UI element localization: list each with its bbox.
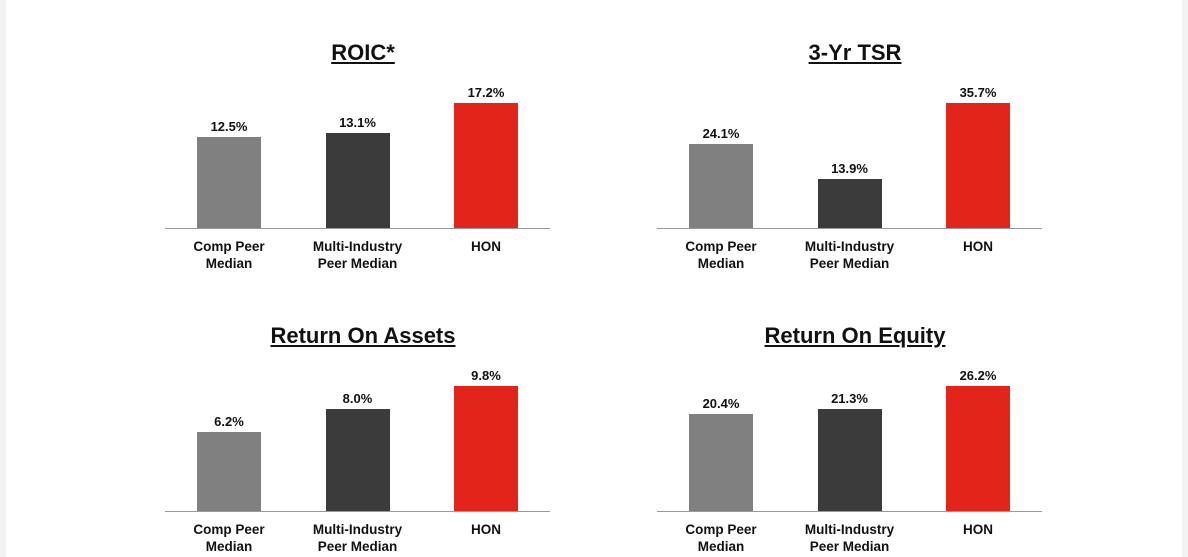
value-label: 35.7% <box>959 85 997 100</box>
x-tick-label: Multi-Industry Peer Median <box>312 239 403 271</box>
x-tick-label: HON <box>963 522 993 537</box>
value-label: 21.3% <box>831 391 868 407</box>
bar <box>325 132 390 228</box>
x-tick-label: Comp Peer Median <box>685 239 757 271</box>
x-tick-label: HON <box>963 239 993 254</box>
bar <box>946 103 1010 228</box>
bar <box>454 103 518 228</box>
baseline <box>657 228 1042 229</box>
value-label: 17.2% <box>467 85 505 100</box>
bar <box>197 137 261 228</box>
chart-title: 3-Yr TSR <box>808 40 902 65</box>
chart-title: Return On Equity <box>764 323 946 348</box>
x-tick-label: Multi-Industry Peer Median <box>312 522 403 554</box>
value-label: 12.5% <box>210 119 248 135</box>
bar <box>689 413 753 511</box>
value-label: 6.2% <box>214 413 244 429</box>
baseline <box>657 511 1042 512</box>
x-tick-label: Comp Peer Median <box>193 522 265 554</box>
value-label: 13.9% <box>831 161 868 177</box>
value-label: 8.0% <box>342 390 373 406</box>
value-label: 20.4% <box>702 395 740 411</box>
x-tick-label: Comp Peer Median <box>193 239 265 271</box>
chart-title: ROIC* <box>331 40 395 65</box>
chart-title: Return On Assets <box>270 323 456 348</box>
bar <box>325 408 390 511</box>
bar <box>817 409 882 511</box>
value-label: 13.1% <box>339 114 376 130</box>
bar <box>817 179 882 228</box>
value-label: 26.2% <box>959 368 997 383</box>
bar <box>197 431 261 511</box>
bar <box>946 386 1010 511</box>
value-label: 24.1% <box>702 125 740 141</box>
bar <box>454 386 518 511</box>
bar <box>689 143 753 228</box>
baseline <box>165 228 550 229</box>
x-tick-label: Multi-Industry Peer Median <box>804 239 895 271</box>
page: ROIC* 12.5% Comp Peer Median 13.1% Multi-Ind… <box>6 0 1182 557</box>
x-tick-label: Multi-Industry Peer Median <box>804 522 895 554</box>
value-label: 9.8% <box>471 368 501 383</box>
baseline <box>165 511 550 512</box>
x-tick-label: HON <box>471 522 501 537</box>
x-tick-label: HON <box>471 239 501 254</box>
x-tick-label: Comp Peer Median <box>685 522 757 554</box>
